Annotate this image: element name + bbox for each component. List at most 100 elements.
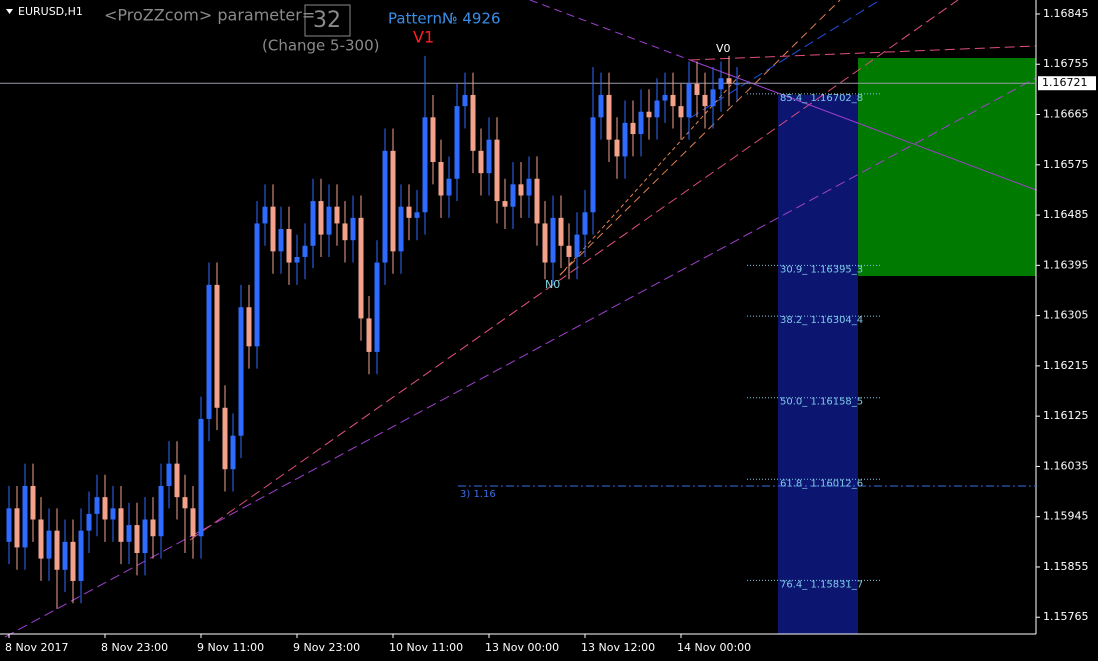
y-tick-label: 1.16575 bbox=[1043, 158, 1089, 171]
candle-body bbox=[182, 497, 188, 509]
candle-body bbox=[414, 212, 420, 218]
y-tick-label: 1.16035 bbox=[1043, 459, 1089, 472]
candle-body bbox=[166, 463, 172, 486]
candle-body bbox=[46, 530, 52, 559]
candle-body bbox=[598, 94, 604, 118]
y-tick-label: 1.16215 bbox=[1043, 359, 1089, 372]
v0-label: V0 bbox=[716, 42, 731, 55]
candle-body bbox=[254, 223, 260, 347]
candle-body bbox=[78, 530, 84, 581]
candle-body bbox=[614, 139, 620, 157]
candle-body bbox=[190, 508, 196, 537]
y-tick-label: 1.16485 bbox=[1043, 208, 1089, 221]
candle-body bbox=[406, 206, 412, 218]
candle-body bbox=[622, 122, 628, 157]
x-tick-label: 9 Nov 11:00 bbox=[197, 641, 264, 654]
candle-body bbox=[630, 122, 636, 135]
candle-body bbox=[54, 530, 60, 570]
candle-body bbox=[38, 519, 44, 559]
trend-line bbox=[559, 74, 741, 276]
candle-body bbox=[734, 83, 740, 85]
candle-body bbox=[102, 497, 108, 520]
candle-body bbox=[70, 541, 76, 581]
candle-body bbox=[638, 111, 644, 135]
candle-body bbox=[726, 78, 732, 84]
candle-body bbox=[86, 513, 92, 531]
candle-body bbox=[118, 508, 124, 542]
fib-label: 50.0_ 1.16158_5 bbox=[780, 397, 863, 408]
candle-body bbox=[686, 83, 692, 118]
candle-body bbox=[438, 161, 444, 196]
parameter-label: <ProZZcom> parameter= bbox=[104, 6, 315, 25]
candle-body bbox=[238, 307, 244, 436]
candle-body bbox=[582, 212, 588, 235]
trend-line bbox=[4, 77, 1037, 638]
candle-body bbox=[318, 201, 324, 235]
candle-body bbox=[718, 78, 724, 90]
x-tick-label: 8 Nov 2017 bbox=[5, 641, 68, 654]
candle-body bbox=[142, 519, 148, 554]
y-tick-label: 1.16125 bbox=[1043, 409, 1089, 422]
candle-body bbox=[454, 106, 460, 179]
y-tick-label: 1.15765 bbox=[1043, 610, 1089, 623]
candle-body bbox=[494, 139, 500, 202]
candle-body bbox=[302, 245, 308, 257]
candle-body bbox=[230, 435, 236, 470]
candle-body bbox=[174, 463, 180, 498]
candle-body bbox=[286, 229, 292, 263]
trend-line bbox=[559, 0, 841, 276]
candle-body bbox=[222, 407, 228, 470]
y-tick-label: 1.16845 bbox=[1043, 7, 1089, 20]
fib-label: 61.8_ 1.16012_6 bbox=[780, 478, 863, 489]
candle-body bbox=[430, 117, 436, 162]
candle-body bbox=[350, 217, 356, 241]
y-tick-label: 1.16305 bbox=[1043, 309, 1089, 322]
trend-line bbox=[189, 0, 959, 541]
candle-body bbox=[566, 245, 572, 257]
y-tick-label: 1.15855 bbox=[1043, 560, 1089, 573]
candle-body bbox=[294, 256, 300, 263]
x-tick-label: 10 Nov 11:00 bbox=[389, 641, 463, 654]
candle-body bbox=[398, 206, 404, 252]
trend-line bbox=[529, 0, 691, 61]
fib-label: 76.4_ 1.15831_7 bbox=[780, 579, 863, 590]
candle-body bbox=[654, 100, 660, 118]
candle-body bbox=[478, 150, 484, 174]
candle-body bbox=[30, 485, 36, 520]
x-tick-label: 13 Nov 00:00 bbox=[485, 641, 559, 654]
candle-body bbox=[574, 234, 580, 257]
candle-body bbox=[214, 284, 220, 408]
candle-body bbox=[486, 139, 492, 174]
candle-body bbox=[358, 217, 364, 319]
target-label: 3) 1.16 bbox=[460, 489, 496, 500]
trend-line bbox=[689, 59, 1037, 191]
candle-body bbox=[198, 418, 204, 537]
candle-body bbox=[134, 525, 140, 554]
y-tick-label: 1.16755 bbox=[1043, 57, 1089, 70]
candle-body bbox=[646, 111, 652, 118]
candle-body bbox=[446, 178, 452, 196]
candle-body bbox=[270, 206, 276, 252]
candle-body bbox=[110, 508, 116, 520]
fib-label: 30.9_ 1.16395_3 bbox=[780, 264, 863, 275]
candle-body bbox=[342, 223, 348, 241]
candle-body bbox=[694, 83, 700, 95]
menu-arrow[interactable] bbox=[6, 9, 13, 14]
candle-body bbox=[510, 184, 516, 207]
candle-body bbox=[14, 508, 20, 548]
y-tick-label: 1.16395 bbox=[1043, 258, 1089, 271]
candle-body bbox=[158, 485, 164, 537]
v1-label: V1 bbox=[413, 28, 434, 47]
x-tick-label: 9 Nov 23:00 bbox=[293, 641, 360, 654]
candle-body bbox=[22, 485, 28, 548]
candle-body bbox=[206, 284, 212, 419]
candle-body bbox=[662, 94, 668, 101]
candle-body bbox=[382, 150, 388, 263]
y-tick-label: 1.16665 bbox=[1043, 108, 1089, 121]
symbol: EURUSD,H1 bbox=[18, 5, 83, 18]
candle-body bbox=[278, 229, 284, 252]
candle-body bbox=[422, 117, 428, 213]
target-zone bbox=[858, 58, 1036, 276]
plot bbox=[0, 55, 1036, 609]
